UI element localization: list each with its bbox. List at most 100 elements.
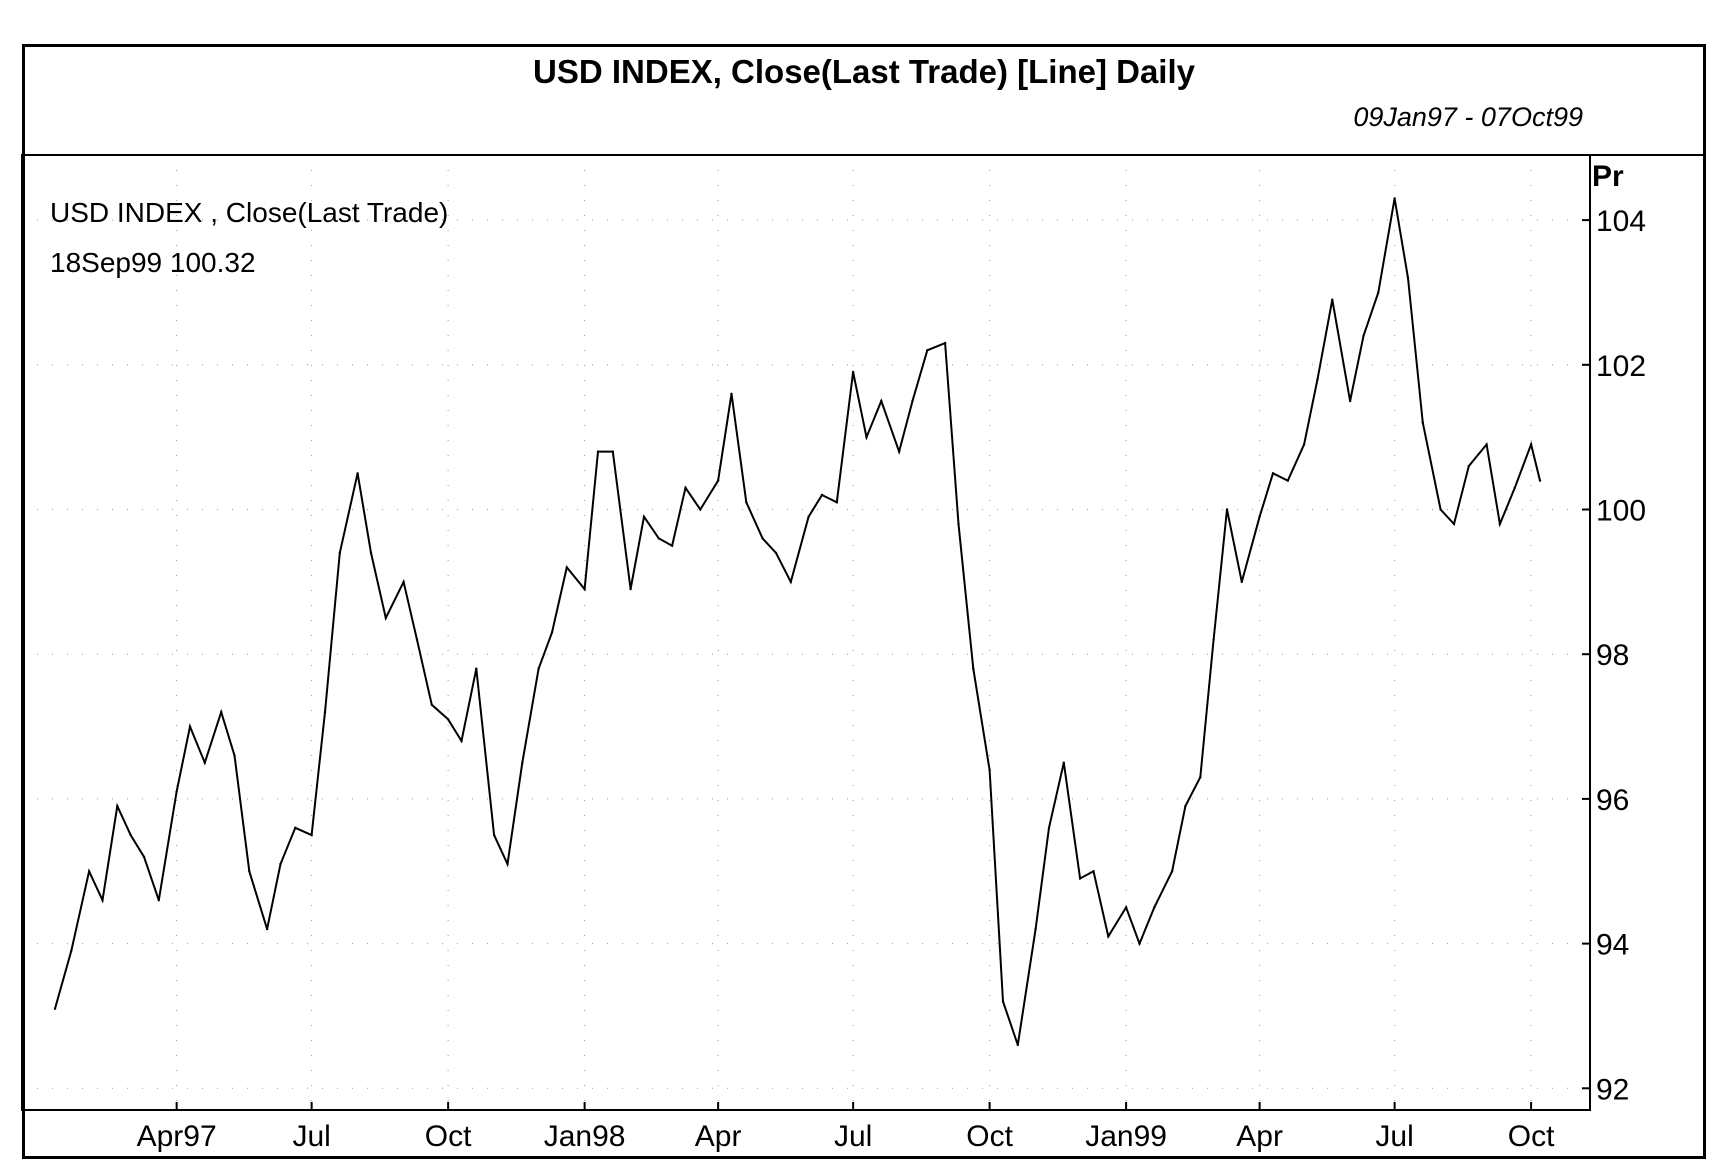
series-label: USD INDEX , Close(Last Trade) bbox=[50, 197, 448, 228]
data-point bbox=[1184, 804, 1187, 808]
data-point bbox=[1212, 638, 1215, 641]
data-point bbox=[611, 450, 614, 453]
data-point bbox=[657, 537, 660, 540]
data-point bbox=[1092, 870, 1095, 873]
y-tick-label: 94 bbox=[1596, 929, 1629, 962]
data-point bbox=[415, 638, 419, 641]
data-point bbox=[1271, 472, 1275, 475]
data-point bbox=[323, 710, 327, 714]
data-point bbox=[1529, 443, 1533, 446]
data-point bbox=[596, 450, 600, 453]
data-point bbox=[338, 551, 341, 555]
data-point bbox=[1286, 479, 1290, 482]
data-point bbox=[897, 450, 901, 453]
data-point bbox=[310, 833, 313, 837]
data-point bbox=[1170, 870, 1174, 873]
data-point bbox=[142, 855, 146, 858]
data-point bbox=[851, 370, 855, 374]
readout-label: 18Sep99 100.32 bbox=[50, 247, 256, 278]
data-point bbox=[1001, 1000, 1005, 1003]
data-point bbox=[1199, 776, 1202, 779]
data-point bbox=[716, 479, 720, 482]
data-point bbox=[1513, 486, 1517, 489]
data-point bbox=[87, 870, 91, 873]
data-point bbox=[642, 515, 646, 518]
data-point bbox=[279, 862, 282, 866]
y-tick-label: 96 bbox=[1596, 784, 1629, 817]
y-axis: 92 94 96 98 100 102 104 bbox=[1582, 205, 1646, 1106]
data-point bbox=[369, 551, 373, 555]
data-point bbox=[774, 551, 778, 555]
y-tick-label: 100 bbox=[1596, 495, 1646, 528]
data-point bbox=[1377, 291, 1380, 294]
x-tick-label: Jul bbox=[292, 1120, 330, 1153]
y-tick-label: 98 bbox=[1596, 639, 1629, 672]
data-point bbox=[807, 515, 810, 518]
data-point bbox=[384, 616, 387, 620]
y-tick-label: 102 bbox=[1596, 350, 1646, 383]
data-point bbox=[1452, 522, 1456, 526]
data-point bbox=[789, 580, 792, 584]
data-point bbox=[157, 899, 160, 902]
data-point bbox=[629, 587, 632, 591]
chart-title: USD INDEX, Close(Last Trade) [Line] Dail… bbox=[533, 53, 1195, 90]
x-tick-label: Jan99 bbox=[1085, 1120, 1167, 1153]
data-point bbox=[761, 537, 764, 540]
x-tick-label: Apr bbox=[1236, 1120, 1283, 1153]
series-line bbox=[54, 198, 1541, 1046]
data-point bbox=[1240, 580, 1244, 584]
data-point bbox=[475, 667, 478, 670]
x-tick-label: Apr bbox=[695, 1120, 742, 1153]
y-tick-label: 92 bbox=[1596, 1073, 1629, 1106]
data-point bbox=[1124, 906, 1128, 909]
data-point bbox=[880, 399, 883, 403]
data-point bbox=[1016, 1043, 1019, 1047]
data-point bbox=[220, 710, 223, 714]
data-point bbox=[565, 566, 568, 569]
data-point bbox=[537, 667, 540, 670]
x-tick-label: Oct bbox=[966, 1120, 1013, 1153]
data-point bbox=[684, 486, 687, 489]
data-point bbox=[1034, 927, 1037, 931]
data-point bbox=[1538, 479, 1542, 482]
data-point bbox=[70, 949, 73, 952]
data-point bbox=[1439, 508, 1442, 511]
data-point bbox=[188, 725, 192, 728]
x-tick-label: Oct bbox=[1508, 1120, 1555, 1153]
data-point bbox=[1047, 826, 1051, 829]
data-point bbox=[492, 833, 496, 837]
data-point bbox=[1078, 877, 1082, 880]
data-point bbox=[583, 587, 586, 591]
data-point bbox=[1107, 935, 1110, 938]
data-point bbox=[53, 1007, 57, 1010]
data-point bbox=[550, 631, 554, 634]
data-point bbox=[1393, 197, 1396, 200]
x-tick-label: Jan98 bbox=[544, 1120, 626, 1153]
data-point bbox=[1406, 276, 1410, 280]
chart-window: USD INDEX, Close(Last Trade) [Line] Dail… bbox=[22, 44, 1706, 1159]
data-point bbox=[430, 703, 433, 706]
data-point bbox=[248, 870, 251, 873]
data-point bbox=[957, 522, 960, 526]
data-point bbox=[820, 493, 824, 497]
x-tick-label: Jul bbox=[834, 1120, 872, 1153]
data-point bbox=[670, 544, 674, 547]
data-point bbox=[1316, 378, 1319, 381]
data-point bbox=[1498, 522, 1502, 526]
data-point bbox=[446, 718, 450, 721]
data-point bbox=[356, 472, 359, 475]
data-point bbox=[1467, 464, 1471, 468]
data-point bbox=[1362, 334, 1365, 338]
y-axis-title: Pr bbox=[1592, 160, 1624, 193]
gridlines bbox=[22, 155, 1590, 1110]
x-tick-label: Oct bbox=[425, 1120, 472, 1153]
data-point bbox=[926, 349, 929, 352]
data-point bbox=[175, 790, 178, 793]
y-tick-label: 104 bbox=[1596, 205, 1646, 238]
data-point bbox=[233, 754, 236, 757]
x-axis: Apr97 Jul Oct Jan98 Apr Jul Oct Jan99 Apr Jul Oct bbox=[137, 1102, 1555, 1153]
data-point bbox=[129, 833, 132, 837]
date-range-label: 09Jan97 - 07Oct99 bbox=[1353, 102, 1583, 132]
data-point bbox=[1062, 761, 1066, 764]
